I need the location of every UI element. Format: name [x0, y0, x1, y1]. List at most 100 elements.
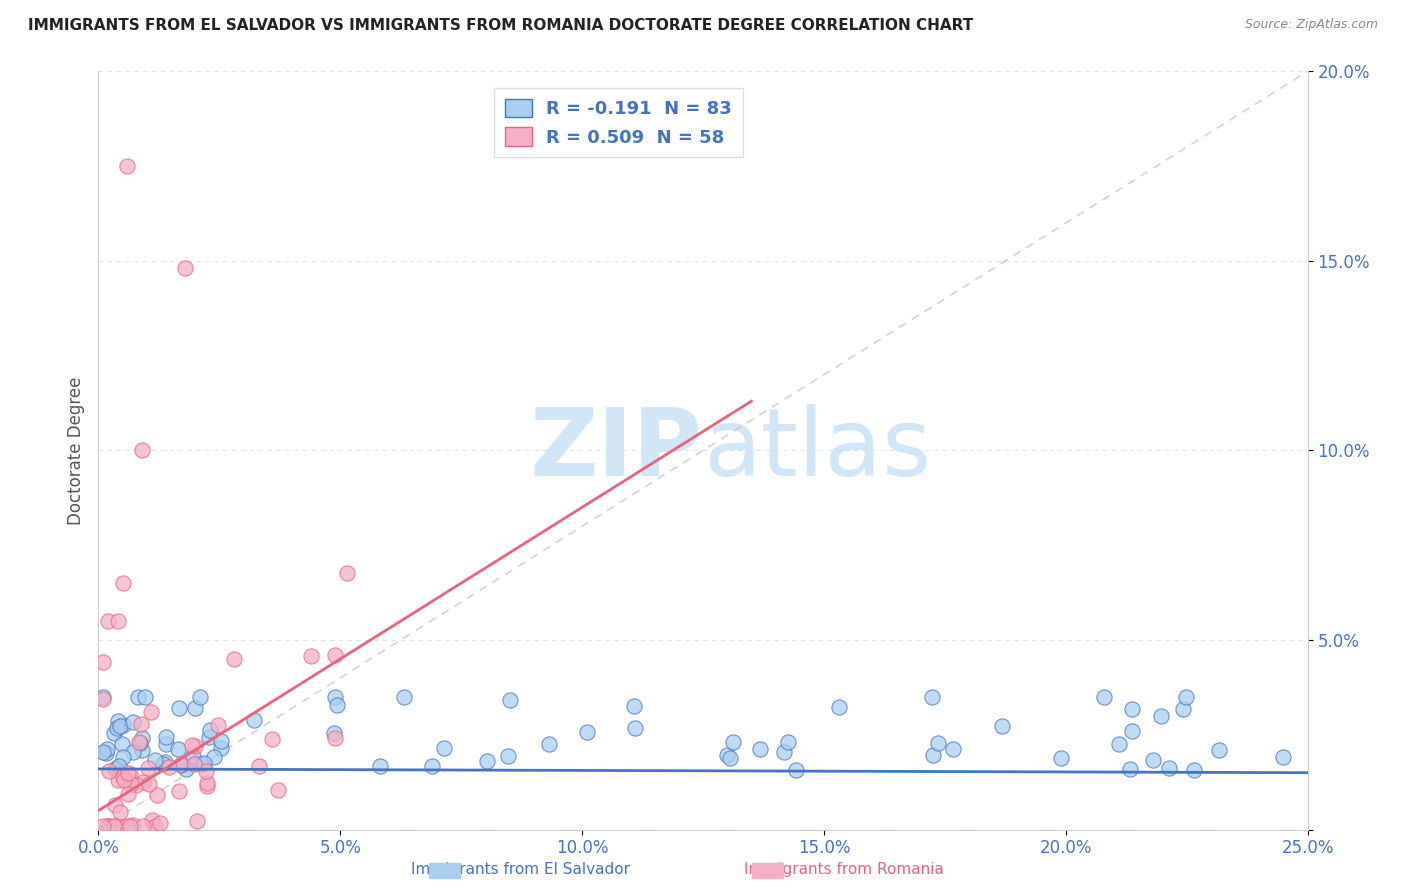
- Point: [117, 787, 139, 801]
- Point: [103, 726, 125, 740]
- Point: [927, 736, 949, 750]
- Point: [132, 775, 155, 789]
- Point: [477, 754, 499, 768]
- Point: [134, 690, 156, 704]
- Point: [112, 772, 135, 787]
- Legend: R = -0.191  N = 83, R = 0.509  N = 58: R = -0.191 N = 83, R = 0.509 N = 58: [494, 88, 742, 157]
- Point: [336, 566, 359, 580]
- Point: [942, 742, 965, 756]
- Point: [174, 762, 197, 776]
- Point: [146, 789, 169, 803]
- Point: [167, 701, 190, 715]
- Point: [249, 759, 271, 773]
- Point: [127, 690, 149, 704]
- Point: [132, 819, 155, 833]
- Point: [96, 741, 118, 756]
- Point: [155, 755, 177, 769]
- Point: [138, 777, 160, 791]
- Point: [368, 759, 391, 773]
- Point: [131, 743, 153, 757]
- Point: [921, 690, 943, 704]
- Point: [1208, 743, 1230, 757]
- Point: [111, 718, 134, 732]
- Point: [183, 756, 205, 771]
- Point: [326, 698, 349, 713]
- Point: [211, 741, 233, 756]
- Point: [190, 756, 212, 771]
- Point: [128, 734, 150, 748]
- Point: [131, 731, 153, 746]
- Point: [111, 737, 134, 751]
- Point: [129, 717, 152, 731]
- Point: [98, 764, 121, 778]
- Point: [195, 764, 218, 779]
- Point: [115, 819, 138, 833]
- Point: [991, 718, 1014, 732]
- Point: [1092, 690, 1115, 704]
- Point: [139, 705, 162, 719]
- Point: [1272, 749, 1295, 764]
- Point: [323, 731, 346, 745]
- Point: [91, 692, 114, 706]
- Point: [1150, 709, 1173, 723]
- Text: IMMIGRANTS FROM EL SALVADOR VS IMMIGRANTS FROM ROMANIA DOCTORATE DEGREE CORRELAT: IMMIGRANTS FROM EL SALVADOR VS IMMIGRANT…: [28, 18, 973, 33]
- Point: [107, 714, 129, 728]
- Point: [323, 648, 346, 662]
- Point: [184, 739, 207, 753]
- Point: [1182, 763, 1205, 777]
- Point: [169, 756, 191, 771]
- Point: [166, 741, 188, 756]
- Point: [143, 819, 166, 833]
- Point: [267, 783, 290, 797]
- Point: [120, 766, 142, 780]
- Point: [104, 762, 127, 776]
- Point: [152, 757, 174, 772]
- Point: [125, 779, 148, 793]
- Point: [623, 698, 645, 713]
- Point: [97, 819, 120, 833]
- Point: [94, 747, 117, 761]
- Point: [97, 614, 120, 628]
- Point: [773, 745, 796, 759]
- Point: [118, 819, 141, 833]
- Point: [222, 652, 245, 666]
- Point: [420, 758, 443, 772]
- Text: Immigrants from Romania: Immigrants from Romania: [744, 863, 943, 877]
- Text: ZIP: ZIP: [530, 404, 703, 497]
- Point: [145, 753, 167, 767]
- Point: [498, 748, 520, 763]
- Point: [105, 819, 128, 833]
- Point: [112, 770, 135, 784]
- Point: [186, 814, 208, 828]
- Point: [117, 766, 139, 780]
- Point: [785, 763, 807, 777]
- Point: [301, 648, 323, 663]
- Point: [155, 730, 177, 744]
- Point: [167, 784, 190, 798]
- Text: Source: ZipAtlas.com: Source: ZipAtlas.com: [1244, 18, 1378, 31]
- Point: [499, 693, 522, 707]
- Point: [828, 699, 851, 714]
- Point: [198, 730, 221, 744]
- Point: [195, 776, 218, 790]
- Point: [1121, 702, 1143, 716]
- Point: [104, 797, 127, 812]
- Point: [1171, 702, 1194, 716]
- Point: [392, 690, 415, 704]
- Point: [120, 777, 142, 791]
- Point: [1108, 737, 1130, 751]
- Point: [97, 819, 120, 833]
- Point: [209, 734, 232, 748]
- Point: [129, 736, 152, 750]
- Point: [716, 747, 738, 762]
- Point: [204, 749, 226, 764]
- Point: [122, 745, 145, 759]
- Point: [1142, 753, 1164, 767]
- Point: [181, 749, 204, 764]
- Point: [170, 758, 193, 772]
- Point: [131, 443, 153, 458]
- Point: [181, 738, 204, 752]
- Point: [433, 741, 456, 756]
- Point: [105, 721, 128, 735]
- Point: [576, 724, 599, 739]
